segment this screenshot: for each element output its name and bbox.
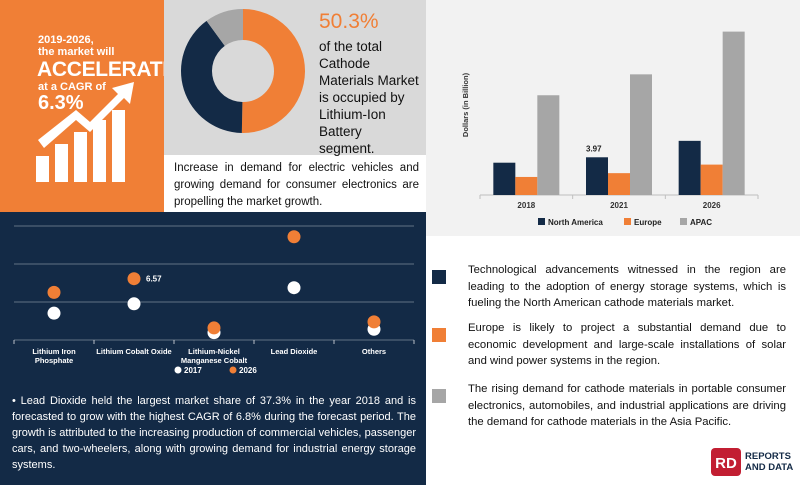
bar-north-america-2026 xyxy=(678,140,701,195)
legend-square xyxy=(432,328,446,342)
bar-europe-2021 xyxy=(608,173,630,195)
insight-text: The rising demand for cathode materials … xyxy=(468,383,786,428)
dot-2026-4 xyxy=(367,315,381,329)
growth-arrow-icon xyxy=(36,82,134,182)
x-tick-label: Others xyxy=(362,347,386,356)
headline-cagr-label: at a CAGR of xyxy=(38,81,106,93)
headline-intro: the market will xyxy=(38,46,115,58)
dot-2026-1 xyxy=(127,272,141,286)
logo-text-1: REPORTS xyxy=(745,451,791,462)
donut-chart xyxy=(181,9,305,133)
headline-years: 2019-2026, xyxy=(38,34,94,46)
bar-apac-2021 xyxy=(630,74,652,195)
legend-marker-APAC xyxy=(680,218,687,225)
dot-2026-2 xyxy=(207,321,221,335)
bar-north-america-2021 xyxy=(586,157,608,195)
donut-slice-0 xyxy=(241,9,305,133)
x-tick-label: Lithium Cobalt Oxide xyxy=(96,347,171,356)
dot-2026-0 xyxy=(47,285,61,299)
donut-slice-2 xyxy=(206,9,243,46)
legend-marker-2017 xyxy=(174,366,182,374)
data-label: 6.57 xyxy=(146,275,162,284)
reports-and-data-logo: RD REPORTS AND DATA xyxy=(711,446,795,480)
bar-apac-2026 xyxy=(722,31,745,195)
segment-panel xyxy=(0,212,426,485)
logo-mark-icon: RD xyxy=(711,448,741,476)
headline-panel: 2019-2026, the market will ACCELERATE at… xyxy=(0,0,176,212)
x-tick-label: Lithium-Nickel Manganese Cobalt xyxy=(181,347,248,365)
dot-2017-3 xyxy=(287,281,301,295)
legend-square xyxy=(432,389,446,403)
legend-marker-Europe xyxy=(624,218,631,225)
segment-paragraph: • Lead Dioxide held the largest market s… xyxy=(12,395,416,471)
headline-cagr-value: 6.3% xyxy=(38,92,84,114)
legend-label-Europe: Europe xyxy=(634,218,662,227)
donut-panel: 50.3% of the total Cathode Materials Mar… xyxy=(164,0,426,156)
dot-2026-3 xyxy=(287,230,301,244)
legend-label-2026: 2026 xyxy=(239,366,257,375)
bar-europe-2018 xyxy=(515,176,538,195)
dot-2017-1 xyxy=(127,297,141,311)
bar-europe-2026 xyxy=(700,164,723,195)
x-tick-label: 2021 xyxy=(610,201,628,210)
insight-text: Europe is likely to project a substantia… xyxy=(468,322,786,367)
legend-label-APAC: APAC xyxy=(690,218,712,227)
legend-marker-North America xyxy=(538,218,545,225)
legend-label-North America: North America xyxy=(548,218,603,227)
growth-text: Increase in demand for electric vehicles… xyxy=(174,162,419,208)
regional-bar-chart: Dollars (in Billion) 2018 2021 2026 3.97 Nort… xyxy=(461,31,759,227)
legend-label-2017: 2017 xyxy=(184,366,202,375)
y-axis-label: Dollars (in Billion) xyxy=(461,72,470,137)
x-tick-label: Lithium Iron Phosphate xyxy=(32,347,76,365)
segment-dot-chart: 6.57 Lithium Iron Phosphate Lithium Cobalt … xyxy=(13,225,415,375)
headline-accent: ACCELERATE xyxy=(37,58,176,81)
x-tick-label: Lead Dioxide xyxy=(271,347,318,356)
bar-north-america-2018 xyxy=(493,162,516,195)
share-description: of the total Cathode Materials Market is… xyxy=(319,39,419,156)
share-value: 50.3% xyxy=(319,10,379,33)
x-tick-label: 2026 xyxy=(703,201,721,210)
dot-2017-0 xyxy=(47,306,61,320)
legend-marker-2026 xyxy=(229,366,237,374)
x-tick-label: 2018 xyxy=(517,201,535,210)
donut-slice-1 xyxy=(181,20,243,133)
data-label: 3.97 xyxy=(586,144,602,153)
bar-apac-2018 xyxy=(537,95,560,195)
logo-text-2: AND DATA xyxy=(745,462,794,473)
svg-text:RD: RD xyxy=(715,455,737,472)
insight-text: Technological advancements witnessed in … xyxy=(468,264,786,309)
legend-square xyxy=(432,270,446,284)
